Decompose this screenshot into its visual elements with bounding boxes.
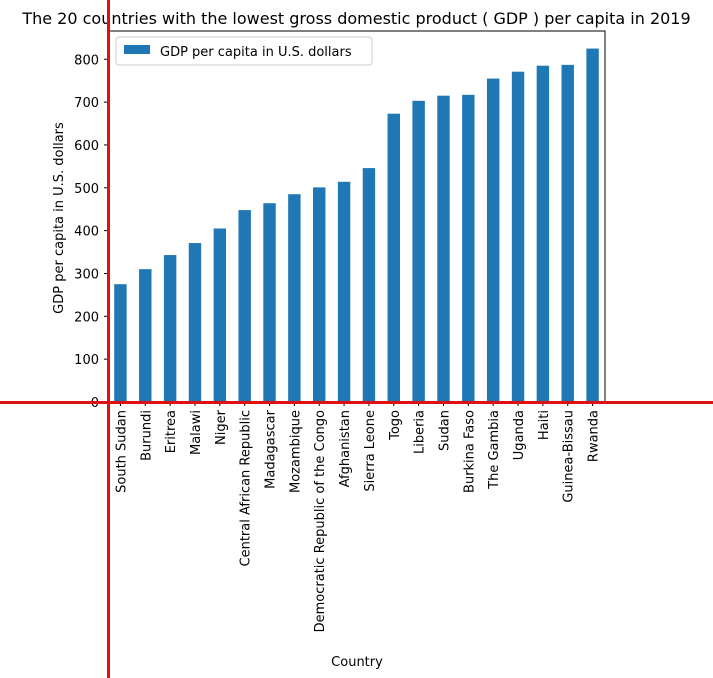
bar bbox=[263, 203, 276, 402]
y-tick-label: 500 bbox=[74, 182, 99, 197]
y-tick-label: 400 bbox=[74, 225, 99, 240]
y-tick-label: 700 bbox=[74, 96, 99, 111]
x-tick-label: Haiti bbox=[537, 410, 552, 440]
bar bbox=[486, 78, 500, 403]
legend-label: GDP per capita in U.S. dollars bbox=[160, 45, 352, 60]
bars bbox=[114, 48, 599, 403]
legend: GDP per capita in U.S. dollars bbox=[115, 36, 373, 66]
x-tick-label: Uganda bbox=[512, 410, 527, 460]
chart-title: The 20 countries with the lowest gross d… bbox=[21, 9, 690, 28]
x-tick-label: Guinea-Bissau bbox=[562, 410, 577, 503]
bar bbox=[288, 194, 301, 402]
bar bbox=[238, 210, 251, 402]
bar bbox=[536, 65, 550, 402]
bar bbox=[437, 95, 450, 402]
bar bbox=[511, 71, 525, 403]
x-tick-label: Liberia bbox=[413, 410, 428, 454]
bar bbox=[139, 269, 152, 402]
plot-frame bbox=[107, 30, 606, 403]
bar bbox=[362, 168, 376, 402]
y-tick-label: 300 bbox=[74, 267, 99, 282]
x-tick-label: Madagascar bbox=[264, 409, 279, 489]
y-tick-label: 800 bbox=[74, 53, 99, 68]
x-tick-label: Sierra Leone bbox=[363, 410, 378, 492]
x-tick-label: The Gambia bbox=[487, 410, 502, 490]
bar bbox=[337, 181, 351, 402]
x-tick-label: South Sudan bbox=[114, 410, 129, 493]
x-tick-label: Eritrea bbox=[164, 410, 179, 453]
y-tick-label: 100 bbox=[74, 353, 99, 368]
y-tick-label: 200 bbox=[74, 310, 99, 325]
x-tick-label: Burkina Faso bbox=[462, 410, 477, 493]
y-axis-ticks: 0100200300400500600700800 bbox=[74, 53, 108, 411]
x-tick-label: Afghanistan bbox=[338, 410, 353, 487]
x-axis-ticks: South Sudan Burundi Eritrea Malawi Niger Cent… bbox=[114, 402, 602, 632]
x-tick-label: Sudan bbox=[437, 410, 452, 451]
legend-swatch bbox=[124, 45, 150, 54]
bar bbox=[387, 113, 400, 403]
bar bbox=[412, 100, 425, 402]
x-tick-label: Central African Republic bbox=[239, 410, 254, 566]
x-tick-label: Mozambique bbox=[288, 410, 303, 493]
bar bbox=[586, 48, 599, 402]
bar bbox=[163, 255, 177, 402]
x-tick-label: Rwanda bbox=[587, 410, 602, 462]
bar bbox=[188, 243, 202, 402]
bar bbox=[213, 228, 227, 402]
plot-area: 0100200300400500600700800 South SudanBur… bbox=[74, 30, 606, 632]
bar bbox=[462, 94, 475, 402]
x-tick-label: Democratic Republic of the Congo bbox=[313, 410, 328, 632]
bar bbox=[114, 284, 127, 402]
bar bbox=[561, 64, 574, 402]
x-tick-label: Malawi bbox=[189, 410, 204, 455]
x-tick-label: Togo bbox=[388, 410, 403, 441]
y-axis-label: GDP per capita in U.S. dollars bbox=[52, 122, 67, 314]
x-axis-label: Country bbox=[331, 655, 383, 670]
bar bbox=[313, 187, 326, 402]
legend-box bbox=[115, 36, 373, 66]
y-tick-label: 600 bbox=[74, 139, 99, 154]
x-tick-label: Niger bbox=[214, 409, 229, 445]
x-tick-label: Burundi bbox=[139, 410, 154, 461]
